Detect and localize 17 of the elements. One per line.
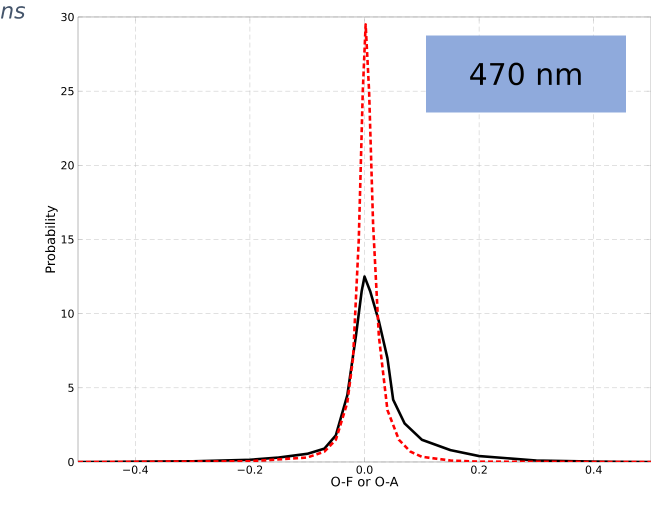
y-tick-label: 10 [62,310,74,318]
x-tick-label: 0.4 [586,466,602,474]
y-tick-label: 15 [62,235,74,244]
y-tick-label: 25 [61,87,74,96]
line-series [78,23,651,462]
y-tick-label: 5 [68,384,74,392]
y-axis-title: Probability [45,206,58,272]
text: ns [0,6,26,19]
x-tick-label: −0.2 [238,466,262,474]
x-tick-label: 0.2 [471,466,487,474]
y-tick-label: 20 [61,161,74,170]
y-tick-label: 0 [68,458,74,466]
x-tick-label: 0.0 [356,466,372,474]
x-axis-title: O-F or O-A [331,476,398,486]
y-tick-label: 30 [61,12,74,22]
x-tick-label: −0.4 [123,466,148,474]
annotation: 470 nm [470,62,581,86]
